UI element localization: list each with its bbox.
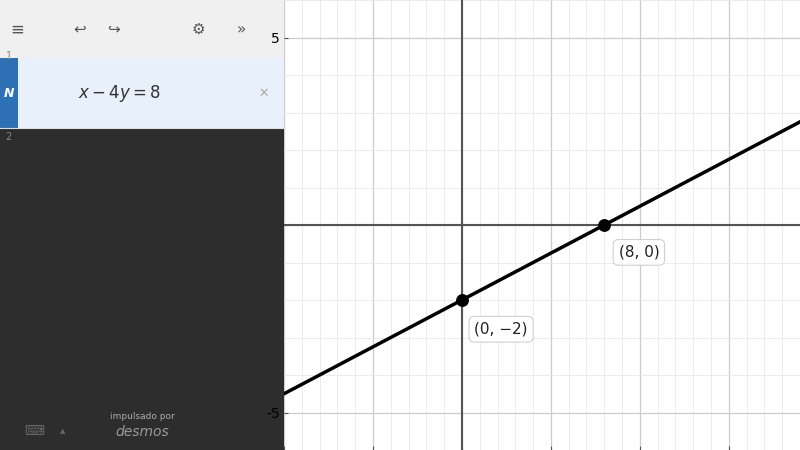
Circle shape — [2, 81, 18, 106]
Point — [598, 221, 610, 229]
Text: ≡: ≡ — [10, 20, 24, 38]
Text: ↪: ↪ — [107, 22, 120, 37]
Text: $x - 4y = 8$: $x - 4y = 8$ — [78, 83, 161, 104]
Text: »: » — [237, 22, 246, 37]
Text: (8, 0): (8, 0) — [618, 245, 659, 260]
Text: 2: 2 — [6, 132, 12, 142]
Bar — [0, 0, 284, 58]
Text: impulsado por: impulsado por — [110, 412, 174, 421]
Text: ▲: ▲ — [60, 428, 65, 434]
Bar — [0, 58, 284, 128]
Bar — [0, 58, 18, 128]
Text: ⚙: ⚙ — [192, 22, 206, 37]
Text: ⌨: ⌨ — [24, 424, 44, 438]
Text: 1: 1 — [6, 51, 12, 61]
Text: ✕: ✕ — [259, 87, 270, 99]
Point — [455, 297, 468, 304]
Text: (0, −2): (0, −2) — [474, 322, 528, 337]
Text: N: N — [4, 87, 14, 99]
Text: ↩: ↩ — [73, 22, 86, 37]
Text: desmos: desmos — [115, 425, 169, 439]
